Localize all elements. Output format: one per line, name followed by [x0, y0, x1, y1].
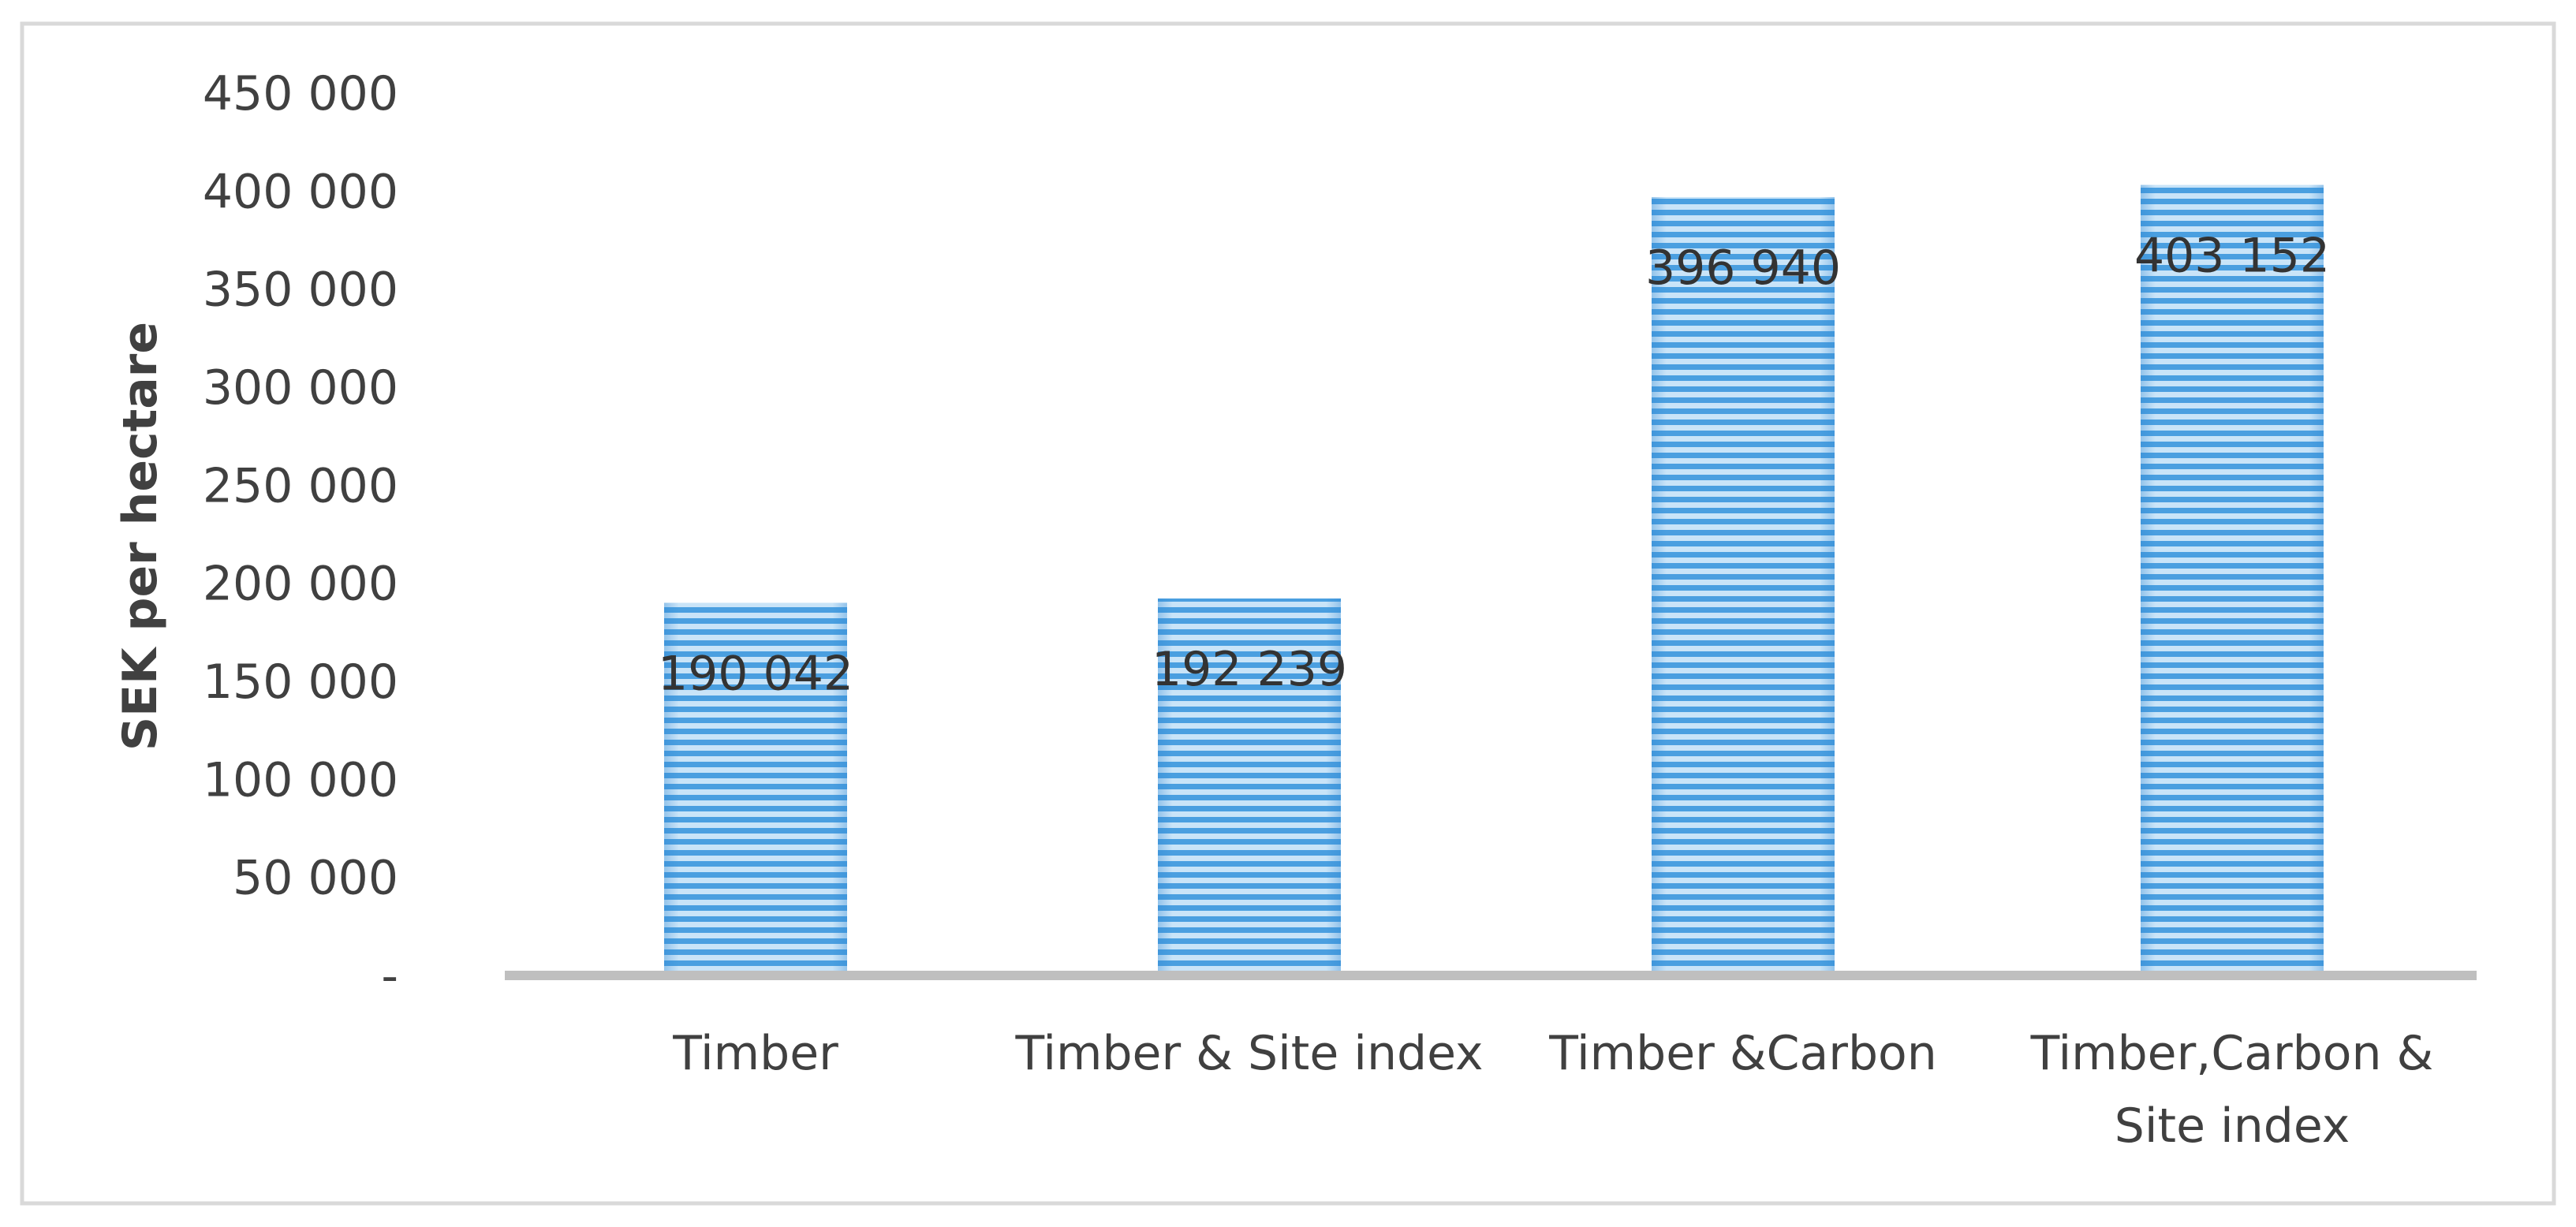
- bars-group: [664, 185, 2324, 976]
- y-axis-ticks: - 50 000 100 000 150 000 200 000 250 000 300 0…: [203, 66, 398, 1004]
- x-category-label-line: Timber & Site index: [1015, 1026, 1484, 1081]
- y-axis-title: SEK per hectare: [113, 322, 168, 751]
- y-tick-label: 150 000: [203, 655, 398, 710]
- value-labels-group: 190 042 192 239 396 940 403 152: [658, 228, 2330, 701]
- bar-shading: [1158, 598, 1341, 975]
- x-category-label: Timber,Carbon & Site index: [2030, 1026, 2434, 1154]
- x-category-label: Timber & Site index: [1015, 1026, 1484, 1081]
- bar-value-label: 190 042: [658, 646, 853, 701]
- x-category-label: Timber &Carbon: [1548, 1026, 1937, 1081]
- y-tick-label: 250 000: [203, 458, 398, 513]
- y-tick-label: 50 000: [233, 851, 398, 906]
- y-tick-label: 450 000: [203, 66, 398, 121]
- y-tick-label: -: [381, 949, 398, 1004]
- y-tick-label: 200 000: [203, 557, 398, 612]
- bar-shading: [2141, 185, 2324, 975]
- x-category-label-line: Timber: [672, 1026, 838, 1081]
- x-category-label-line: Timber,Carbon &: [2030, 1026, 2434, 1081]
- y-tick-label: 300 000: [203, 360, 398, 416]
- x-category-label-line: Timber &Carbon: [1548, 1026, 1937, 1081]
- y-tick-label: 400 000: [203, 164, 398, 219]
- x-category-label-line: Site index: [2115, 1098, 2350, 1154]
- y-tick-label: 100 000: [203, 752, 398, 807]
- bar-shading: [1652, 196, 1835, 976]
- x-axis-labels: Timber Timber & Site index Timber &Carbon T…: [672, 1026, 2433, 1154]
- y-tick-label: 350 000: [203, 263, 398, 318]
- x-category-label: Timber: [672, 1026, 838, 1081]
- bar-shading: [664, 602, 847, 975]
- bar-value-label: 403 152: [2134, 228, 2330, 283]
- bar-value-label: 396 940: [1645, 241, 1841, 296]
- bar-value-label: 192 239: [1152, 642, 1347, 697]
